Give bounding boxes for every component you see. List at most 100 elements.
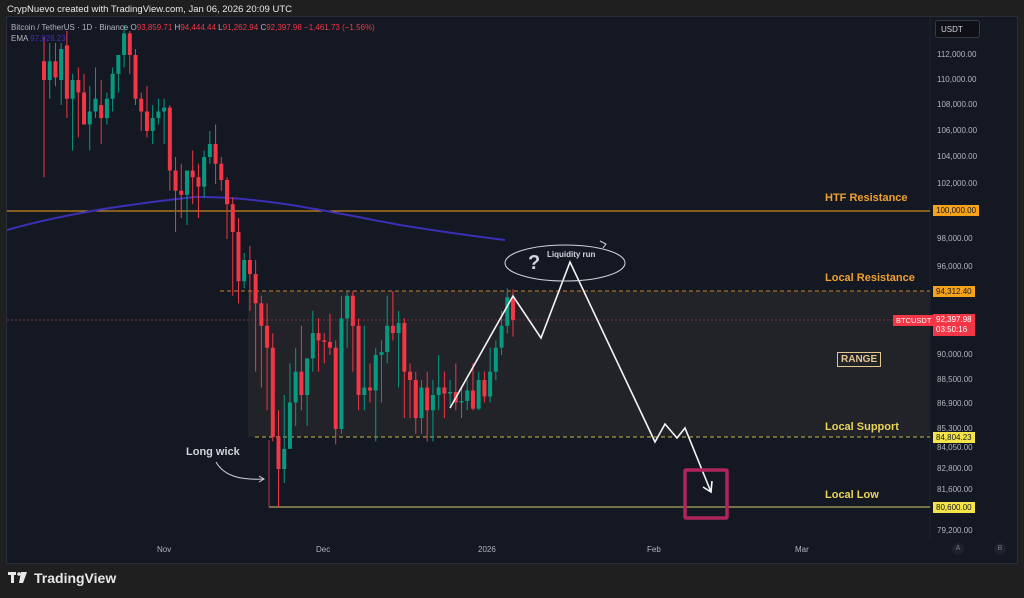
- candle-body: [379, 352, 384, 355]
- candle-body: [202, 157, 207, 187]
- candle-body: [196, 177, 201, 187]
- candle-body: [396, 322, 401, 334]
- candle-body: [402, 322, 407, 372]
- price-tick: 96,000.00: [937, 262, 973, 271]
- candle-body: [82, 92, 87, 125]
- candle-body: [150, 118, 155, 131]
- candle-body: [70, 80, 75, 99]
- question-mark-label: ?: [528, 252, 541, 274]
- price-tick: 98,000.00: [937, 234, 973, 243]
- time-label-feb: Feb: [647, 545, 661, 554]
- candle-body: [333, 347, 338, 429]
- candle-body: [87, 111, 92, 125]
- time-label-dec: Dec: [316, 545, 331, 554]
- candle-body: [448, 392, 453, 394]
- chart-credit: CrypNuevo created with TradingView.com, …: [7, 4, 292, 15]
- time-label-nov: Nov: [157, 545, 172, 554]
- candle-body: [225, 179, 230, 205]
- candle-body: [59, 49, 64, 80]
- htf-resistance-price-tag: 100,000.00: [933, 205, 980, 216]
- candle-body: [493, 347, 498, 372]
- candle-body: [385, 325, 390, 353]
- price-tick: 79,200.00: [937, 526, 973, 535]
- open-value: 93,859.71: [136, 23, 173, 32]
- local-support-label: Local Support: [825, 421, 899, 433]
- candle-body: [64, 45, 69, 99]
- candle-body: [282, 448, 287, 469]
- candle-body: [162, 107, 167, 112]
- candle-body: [110, 73, 115, 99]
- range-label: RANGE: [837, 352, 882, 367]
- auto-scale-button[interactable]: A: [952, 543, 964, 555]
- ema-value: 97,928.23: [30, 34, 66, 43]
- candle-body: [207, 144, 212, 157]
- liquidity-ellipse: [504, 244, 626, 282]
- high-value: 94,444.44: [180, 23, 216, 32]
- candle-body: [76, 80, 81, 93]
- range-zone: [248, 291, 930, 437]
- price-tick: 104,000.00: [937, 152, 978, 161]
- price-tick: 106,000.00: [937, 126, 978, 135]
- candle-body: [116, 55, 121, 74]
- ohlc-row: Bitcoin / TetherUS · 1D · Binance O93,85…: [11, 23, 375, 32]
- tradingview-logo[interactable]: TradingView: [8, 570, 116, 586]
- candle-body: [242, 260, 247, 282]
- candle-body: [390, 325, 395, 334]
- local-resistance-label: Local Resistance: [825, 272, 915, 284]
- candle-body: [299, 371, 304, 395]
- candle-body: [167, 107, 172, 171]
- candle-body: [293, 371, 298, 403]
- tradingview-logo-text: TradingView: [34, 570, 117, 586]
- log-scale-button[interactable]: B: [994, 543, 1006, 555]
- candle-body: [179, 190, 184, 195]
- candle-body: [408, 371, 413, 380]
- candle-body: [339, 318, 344, 429]
- price-tick: 85,300.00: [937, 424, 973, 433]
- htf-resistance-label: HTF Resistance: [825, 192, 908, 204]
- candle-body: [270, 347, 275, 438]
- ema-label: EMA: [11, 34, 28, 43]
- price-tick: 84,050.00: [937, 443, 973, 452]
- candle-body: [345, 295, 350, 319]
- candle-body: [230, 204, 235, 232]
- candle-body: [287, 402, 292, 449]
- time-label-mar: Mar: [795, 545, 809, 554]
- candle-body: [144, 111, 149, 131]
- liquidity-arrow-icon: [599, 240, 607, 249]
- low-value: 91,262.94: [222, 23, 259, 32]
- candle-body: [436, 387, 441, 395]
- candle-body: [327, 341, 332, 348]
- price-tick: 108,000.00: [937, 100, 978, 109]
- time-label-2026: 2026: [478, 545, 496, 554]
- candle-body: [133, 55, 138, 99]
- price-tick: 81,600.00: [937, 485, 973, 494]
- long-wick-arrowhead-icon: [258, 475, 265, 483]
- price-tick: 110,000.00: [937, 75, 977, 84]
- candle-body: [236, 232, 241, 282]
- chart-frame[interactable]: [6, 16, 1018, 564]
- candle-body: [184, 170, 189, 195]
- chart-legend: Bitcoin / TetherUS · 1D · Binance O93,85…: [11, 22, 375, 44]
- price-tick: 90,000.00: [937, 350, 973, 359]
- price-tick: 102,000.00: [937, 179, 978, 188]
- candle-body: [276, 437, 281, 469]
- candle-body: [350, 295, 355, 326]
- candle-body: [213, 144, 218, 164]
- local-low-price-tag: 80,600.00: [933, 502, 975, 513]
- ema-row[interactable]: EMA 97,928.23: [11, 33, 375, 44]
- currency-button[interactable]: USDT: [935, 20, 980, 38]
- long-wick-arrow: [215, 461, 265, 480]
- candle-body: [139, 98, 144, 112]
- tradingview-logo-icon: [8, 572, 27, 583]
- candle-body: [465, 390, 470, 401]
- candle-body: [265, 325, 270, 348]
- local-support-price-tag: 84,804.23: [933, 432, 975, 443]
- symbol-label[interactable]: Bitcoin / TetherUS · 1D · Binance: [11, 23, 129, 32]
- candle-body: [305, 358, 310, 395]
- candle-body: [190, 170, 195, 178]
- candle-body: [173, 170, 178, 191]
- candle-body: [247, 260, 252, 275]
- price-tick: 86,900.00: [937, 399, 973, 408]
- candle-body: [316, 333, 321, 341]
